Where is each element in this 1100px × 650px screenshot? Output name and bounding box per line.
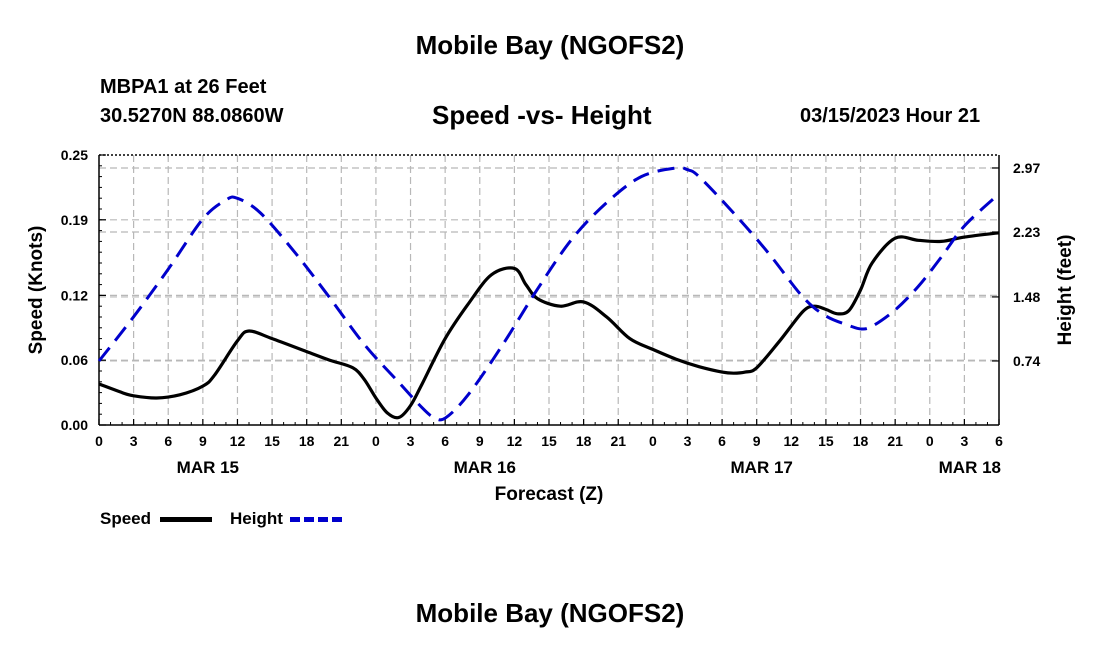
x-axis-title: Forecast (Z) xyxy=(495,484,604,505)
speed-series-line xyxy=(98,231,1000,420)
legend-height-swatch xyxy=(290,517,342,522)
footer-title: Mobile Bay (NGOFS2) xyxy=(415,598,685,628)
y2-axis-title: Height (feet) xyxy=(1055,235,1076,346)
x-tick-label: 3 xyxy=(407,433,415,449)
legend-height-label: Height xyxy=(230,509,283,528)
chart-title: Mobile Bay (NGOFS2) xyxy=(415,30,685,60)
x-tick-label: 18 xyxy=(853,433,869,449)
x-tick-label: 0 xyxy=(372,433,380,449)
x-tick-label: 18 xyxy=(299,433,315,449)
x-tick-label: 3 xyxy=(960,433,968,449)
x-tick-label: 0 xyxy=(926,433,934,449)
x-tick-label: 12 xyxy=(230,433,246,449)
legend-speed-label: Speed xyxy=(100,509,152,528)
y-axis-title: Speed (Knots) xyxy=(26,226,47,355)
x-tick-label: 0 xyxy=(95,433,103,449)
y2-tick-label: 0.74 xyxy=(1013,353,1040,369)
x-tick-label: 15 xyxy=(541,433,557,449)
x-tick-label: 9 xyxy=(199,433,207,449)
y2-tick-label: 2.97 xyxy=(1013,160,1040,176)
station-coordinates: 30.5270N 88.0860W xyxy=(100,105,284,127)
x-tick-label: 6 xyxy=(164,433,172,449)
x-tick-label: 6 xyxy=(441,433,449,449)
x-tick-label: 15 xyxy=(264,433,280,449)
date-label: MAR 17 xyxy=(731,458,793,477)
x-tick-label: 6 xyxy=(718,433,726,449)
x-tick-label: 9 xyxy=(753,433,761,449)
height-series-line xyxy=(97,166,1001,422)
y-tick-label: 0.25 xyxy=(61,147,88,163)
date-label: MAR 18 xyxy=(939,458,1001,477)
station-label: MBPA1 at 26 Feet xyxy=(100,76,267,98)
chart-subtitle: Speed -vs- Height xyxy=(432,100,652,130)
x-tick-label: 9 xyxy=(476,433,484,449)
y2-tick-label: 1.48 xyxy=(1013,289,1040,305)
y2-tick-label: 2.23 xyxy=(1013,224,1040,240)
x-tick-label: 21 xyxy=(887,433,903,449)
x-tick-label: 12 xyxy=(784,433,800,449)
y-tick-label: 0.12 xyxy=(61,287,88,303)
x-tick-label: 12 xyxy=(507,433,523,449)
x-tick-label: 3 xyxy=(684,433,692,449)
x-tick-label: 21 xyxy=(334,433,350,449)
legend-speed-swatch xyxy=(160,517,212,522)
y-tick-label: 0.06 xyxy=(61,352,88,368)
date-label: MAR 15 xyxy=(177,458,239,477)
x-tick-label: 3 xyxy=(130,433,138,449)
y-tick-label: 0.00 xyxy=(61,417,88,433)
x-tick-label: 0 xyxy=(649,433,657,449)
forecast-datetime: 03/15/2023 Hour 21 xyxy=(800,105,981,127)
y-tick-label: 0.19 xyxy=(61,212,88,228)
date-label: MAR 16 xyxy=(454,458,516,477)
x-tick-label: 6 xyxy=(995,433,1003,449)
x-tick-label: 18 xyxy=(576,433,592,449)
x-tick-label: 15 xyxy=(818,433,834,449)
x-tick-label: 21 xyxy=(610,433,626,449)
